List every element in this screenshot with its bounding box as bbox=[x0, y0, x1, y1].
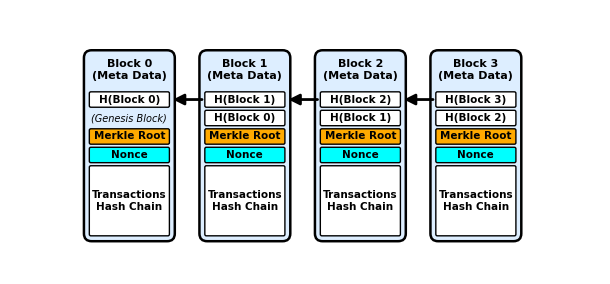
Text: Transactions
Hash Chain: Transactions Hash Chain bbox=[323, 190, 398, 212]
FancyBboxPatch shape bbox=[89, 147, 170, 163]
FancyBboxPatch shape bbox=[84, 50, 175, 241]
FancyBboxPatch shape bbox=[431, 50, 522, 241]
FancyBboxPatch shape bbox=[199, 50, 290, 241]
FancyBboxPatch shape bbox=[205, 129, 285, 144]
Text: Nonce: Nonce bbox=[226, 150, 264, 160]
Text: Nonce: Nonce bbox=[458, 150, 494, 160]
Text: (Genesis Block): (Genesis Block) bbox=[92, 113, 167, 123]
Text: Block 0
(Meta Data): Block 0 (Meta Data) bbox=[92, 59, 167, 82]
FancyBboxPatch shape bbox=[320, 92, 400, 107]
Text: H(Block 3): H(Block 3) bbox=[445, 95, 506, 105]
FancyBboxPatch shape bbox=[320, 110, 400, 126]
FancyBboxPatch shape bbox=[205, 110, 285, 126]
FancyBboxPatch shape bbox=[205, 92, 285, 107]
FancyBboxPatch shape bbox=[89, 129, 170, 144]
Text: Transactions
Hash Chain: Transactions Hash Chain bbox=[439, 190, 513, 212]
Text: Merkle Root: Merkle Root bbox=[93, 131, 165, 141]
FancyBboxPatch shape bbox=[89, 166, 170, 236]
Text: Nonce: Nonce bbox=[111, 150, 148, 160]
Text: Block 1
(Meta Data): Block 1 (Meta Data) bbox=[207, 59, 282, 82]
FancyBboxPatch shape bbox=[436, 92, 516, 107]
Text: Transactions
Hash Chain: Transactions Hash Chain bbox=[92, 190, 167, 212]
Text: Block 3
(Meta Data): Block 3 (Meta Data) bbox=[439, 59, 513, 82]
Text: H(Block 0): H(Block 0) bbox=[99, 95, 160, 105]
Text: H(Block 0): H(Block 0) bbox=[214, 113, 276, 123]
FancyBboxPatch shape bbox=[89, 92, 170, 107]
Text: H(Block 2): H(Block 2) bbox=[330, 95, 391, 105]
Text: Merkle Root: Merkle Root bbox=[209, 131, 281, 141]
Text: Nonce: Nonce bbox=[342, 150, 379, 160]
Text: Transactions
Hash Chain: Transactions Hash Chain bbox=[207, 190, 282, 212]
FancyBboxPatch shape bbox=[205, 166, 285, 236]
FancyBboxPatch shape bbox=[320, 166, 400, 236]
FancyBboxPatch shape bbox=[205, 147, 285, 163]
Text: Merkle Root: Merkle Root bbox=[440, 131, 512, 141]
FancyBboxPatch shape bbox=[320, 129, 400, 144]
Text: H(Block 2): H(Block 2) bbox=[445, 113, 506, 123]
FancyBboxPatch shape bbox=[436, 129, 516, 144]
FancyBboxPatch shape bbox=[436, 110, 516, 126]
FancyBboxPatch shape bbox=[320, 147, 400, 163]
FancyBboxPatch shape bbox=[436, 166, 516, 236]
FancyBboxPatch shape bbox=[436, 147, 516, 163]
Text: H(Block 1): H(Block 1) bbox=[330, 113, 391, 123]
Text: Block 2
(Meta Data): Block 2 (Meta Data) bbox=[323, 59, 398, 82]
Text: H(Block 1): H(Block 1) bbox=[214, 95, 276, 105]
Text: Merkle Root: Merkle Root bbox=[325, 131, 396, 141]
FancyBboxPatch shape bbox=[315, 50, 406, 241]
